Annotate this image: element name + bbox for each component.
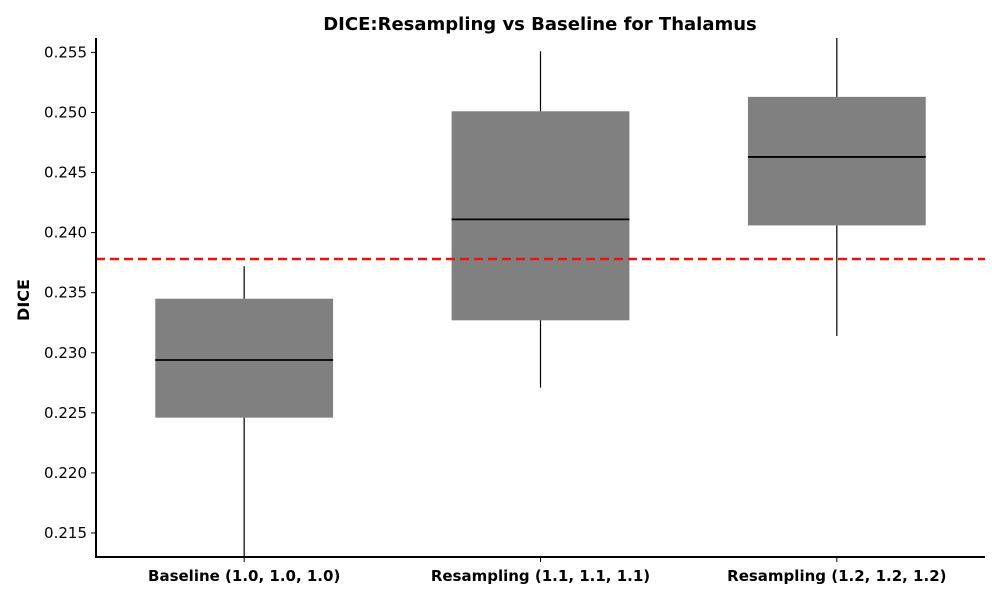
y-tick-label: 0.240 xyxy=(44,224,87,242)
x-tick-label: Resampling (1.1, 1.1, 1.1) xyxy=(431,567,650,585)
y-tick-label: 0.245 xyxy=(44,164,87,182)
plot-area: 0.215 0.220 0.225 0.230 0.235 0.240 0.245 0.250… xyxy=(44,38,985,585)
y-tick-label: 0.220 xyxy=(44,464,87,482)
x-tick-label: Resampling (1.2, 1.2, 1.2) xyxy=(727,567,946,585)
y-tick-label: 0.250 xyxy=(44,103,87,121)
y-tick-label: 0.255 xyxy=(44,43,87,61)
y-tick-label: 0.235 xyxy=(44,284,87,302)
box xyxy=(747,96,926,226)
box xyxy=(451,111,630,321)
y-tick-label: 0.230 xyxy=(44,344,87,362)
x-tick-label: Baseline (1.0, 1.0, 1.0) xyxy=(148,567,340,585)
y-tick-label: 0.215 xyxy=(44,524,87,542)
chart-title: DICE:Resampling vs Baseline for Thalamus xyxy=(323,14,757,35)
box xyxy=(155,298,334,418)
y-axis-label: DICE xyxy=(14,279,33,321)
y-tick-label: 0.225 xyxy=(44,404,87,422)
